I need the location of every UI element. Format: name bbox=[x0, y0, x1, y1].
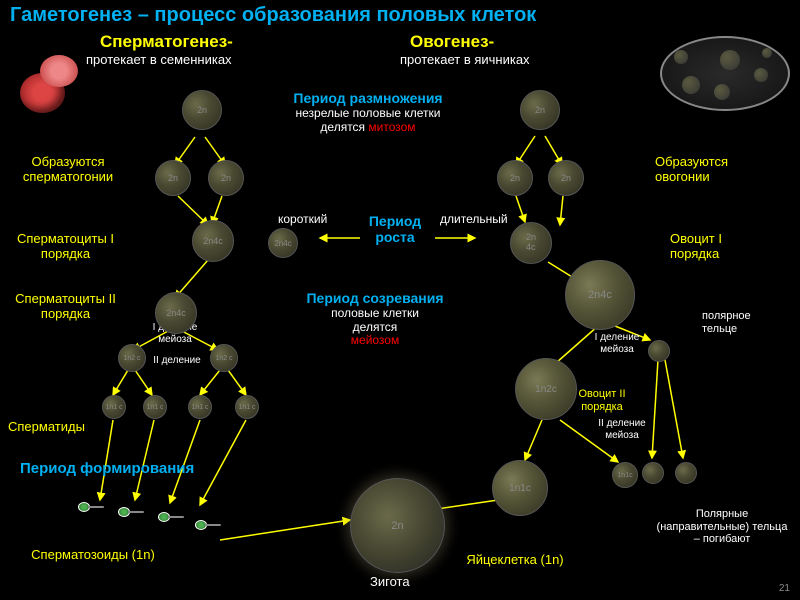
slide-number: 21 bbox=[779, 583, 790, 595]
period-formation: Период формирования bbox=[20, 460, 194, 477]
cell-sperm-2n-l: 2n bbox=[155, 160, 191, 196]
cell-ovo-2n4c-small: 2n 4c bbox=[510, 222, 552, 264]
label-polar-bodies: Полярные (направительные) тельца – погиб… bbox=[652, 508, 792, 546]
cell-sperm-1n1c-3: 1n1 c bbox=[188, 395, 212, 419]
label-spermatocyte1: Сперматоциты I порядка bbox=[8, 232, 123, 262]
cell-sperm-1n2c-l: 1n2 c bbox=[118, 344, 146, 372]
sperm-icon-1 bbox=[78, 500, 106, 514]
label-egg: Яйцеклетка (1n) bbox=[460, 553, 570, 568]
cell-ovo-2n-r: 2n bbox=[548, 160, 584, 196]
sperm-icon-4 bbox=[195, 518, 223, 532]
cell-sperm-2n4c-growth: 2n4c bbox=[268, 228, 298, 258]
label-meiosis2-right: II деление мейоза bbox=[582, 418, 662, 441]
cell-ovo-2n-l: 2n bbox=[497, 160, 533, 196]
cell-polar-1 bbox=[648, 340, 670, 362]
cell-ovo-1n2c: 1n2c bbox=[515, 358, 577, 420]
cell-ovo-1n1c-egg: 1n1c bbox=[492, 460, 548, 516]
label-ovocyte1: Овоцит I порядка bbox=[670, 232, 760, 262]
period-growth: Периодроста bbox=[355, 213, 435, 245]
oogenesis-header: Овогенез- bbox=[410, 32, 494, 52]
cell-sperm-1n1c-2: 1n1 c bbox=[143, 395, 167, 419]
label-spermatogonia: Образуются сперматогонии bbox=[8, 155, 128, 185]
cell-sperm-1n1c-4: 1n1 c bbox=[235, 395, 259, 419]
sperm-icon-3 bbox=[158, 510, 186, 524]
period-growth-long: длительный bbox=[440, 213, 508, 227]
label-spermatozoa: Сперматозоиды (1n) bbox=[28, 548, 158, 563]
cell-zygote: 2n bbox=[350, 478, 445, 573]
cell-polar-1n1c-a: 1n1c bbox=[612, 462, 638, 488]
cell-sperm-2n-r: 2n bbox=[208, 160, 244, 196]
label-spermatocyte2: Сперматоциты II порядка bbox=[8, 292, 123, 322]
testis-icon bbox=[12, 55, 92, 120]
sperm-icon-2 bbox=[118, 505, 146, 519]
cell-polar-1n1c-c bbox=[675, 462, 697, 484]
label-ovogonia: Образуются овогонии bbox=[655, 155, 765, 185]
period-growth-short: короткий bbox=[278, 213, 327, 227]
main-title: Гаметогенез – процесс образования половы… bbox=[10, 4, 536, 27]
label-meiosis1-right: I деление мейоза bbox=[582, 332, 652, 355]
label-zygote: Зигота bbox=[370, 575, 410, 590]
cell-sperm-1n1c-1: 1n1 c bbox=[102, 395, 126, 419]
cell-sperm-2n-top: 2n bbox=[182, 90, 222, 130]
cell-sperm-1n2c-r: 1n2 c bbox=[210, 344, 238, 372]
cell-ovo-2n4c-big: 2n4c bbox=[565, 260, 635, 330]
spermatogenesis-sub: протекает в семенниках bbox=[86, 53, 232, 68]
spermatogenesis-header: Сперматогенез- bbox=[100, 32, 233, 52]
label-polar-body: полярное тельце bbox=[702, 310, 782, 335]
cell-sperm-2n4c-1: 2n4c bbox=[192, 220, 234, 262]
period-maturation: Период созревания половые клетки делятся… bbox=[290, 290, 460, 348]
period-mult: Период размножения незрелые половые клет… bbox=[268, 90, 468, 134]
label-meiosis2-left: II деление bbox=[142, 355, 212, 367]
cell-sperm-2n4c-2: 2n4c bbox=[155, 292, 197, 334]
cell-polar-1n1c-b bbox=[642, 462, 664, 484]
ovary-icon bbox=[660, 36, 790, 111]
label-spermatids: Сперматиды bbox=[8, 420, 85, 435]
oogenesis-sub: протекает в яичниках bbox=[400, 53, 530, 68]
cell-ovo-2n-top: 2n bbox=[520, 90, 560, 130]
